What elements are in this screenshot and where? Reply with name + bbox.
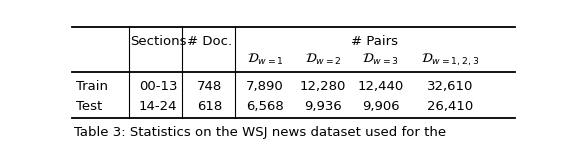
Text: 12,440: 12,440 — [358, 80, 404, 93]
Text: 14-24: 14-24 — [138, 100, 177, 112]
Text: $\mathcal{D}_{w=1,2,3}$: $\mathcal{D}_{w=1,2,3}$ — [422, 51, 479, 68]
Text: 9,936: 9,936 — [304, 100, 341, 112]
Text: Sections: Sections — [130, 35, 186, 48]
Text: 618: 618 — [197, 100, 223, 112]
Text: 6,568: 6,568 — [247, 100, 284, 112]
Text: 00-13: 00-13 — [138, 80, 177, 93]
Text: # Doc.: # Doc. — [187, 35, 232, 48]
Text: 32,610: 32,610 — [427, 80, 474, 93]
Text: Table 3: Statistics on the WSJ news dataset used for the: Table 3: Statistics on the WSJ news data… — [74, 126, 446, 139]
Text: 7,890: 7,890 — [247, 80, 284, 93]
Text: 9,906: 9,906 — [362, 100, 399, 112]
Text: 748: 748 — [197, 80, 223, 93]
Text: $\mathcal{D}_{w=2}$: $\mathcal{D}_{w=2}$ — [304, 52, 341, 67]
Text: $\mathcal{D}_{w=1}$: $\mathcal{D}_{w=1}$ — [247, 52, 284, 67]
Text: Test: Test — [76, 100, 102, 112]
Text: # Pairs: # Pairs — [351, 35, 398, 48]
Text: 26,410: 26,410 — [427, 100, 474, 112]
Text: Train: Train — [76, 80, 108, 93]
Text: $\mathcal{D}_{w=3}$: $\mathcal{D}_{w=3}$ — [362, 52, 399, 67]
Text: 12,280: 12,280 — [300, 80, 346, 93]
